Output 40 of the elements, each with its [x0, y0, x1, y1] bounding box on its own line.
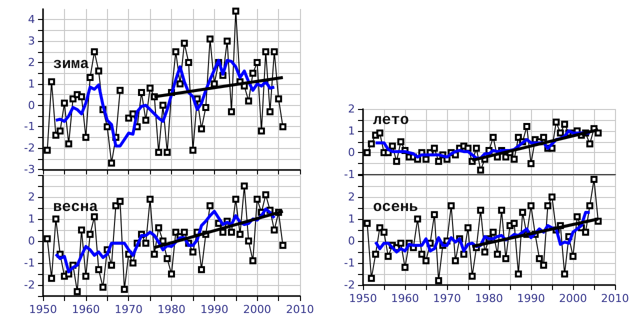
text: весна [53, 199, 98, 216]
y-tick-label: 2 [348, 190, 355, 204]
x-tick-label: 1990 [517, 292, 545, 305]
y-tick-label: -3 [24, 163, 35, 176]
chart-title: лето [373, 112, 410, 129]
x-tick-label: 1960 [391, 292, 419, 305]
x-tick-label: 1990 [200, 303, 228, 316]
y-tick-label: 1 [28, 212, 35, 226]
y-tick-label: -1 [24, 120, 35, 134]
text: зима [53, 56, 90, 73]
x-tick-label: 1960 [72, 303, 100, 316]
y-tick-label: 1 [348, 124, 355, 138]
y-tick-label: 2 [348, 102, 355, 116]
y-tick-label: 0 [28, 98, 35, 112]
y-tick-label: -2 [344, 278, 355, 292]
y-tick-label: 0 [348, 146, 355, 160]
y-tick-label: 1 [28, 77, 35, 90]
y-tick-label: -1 [344, 256, 355, 270]
y-tick-label: -2 [24, 142, 35, 155]
y-tick-label: 2 [28, 56, 35, 69]
x-tick-label: 1980 [158, 303, 186, 316]
y-tick-label: 4 [28, 13, 35, 26]
y-tick-label: 3 [28, 34, 35, 48]
text: осень [373, 199, 418, 216]
x-tick-label: 1950 [29, 303, 57, 316]
x-tick-label: 1950 [349, 292, 377, 305]
y-tick-label: -1 [344, 168, 355, 181]
x-tick-label: 1970 [114, 303, 143, 316]
y-tick-label: 0 [348, 234, 355, 248]
y-tick-label: -1 [24, 256, 35, 270]
y-tick-label: -2 [24, 278, 35, 292]
x-tick-label: 2010 [601, 292, 629, 305]
x-tick-label: 2000 [243, 303, 272, 316]
y-tick-label: 1 [348, 212, 355, 226]
x-tick-label: 1970 [433, 292, 461, 305]
x-tick-label: 1980 [475, 292, 503, 305]
y-tick-label: 2 [28, 190, 35, 204]
x-tick-label: 2000 [559, 292, 587, 305]
y-tick-label: 0 [28, 234, 35, 248]
x-tick-label: 2010 [286, 303, 314, 316]
